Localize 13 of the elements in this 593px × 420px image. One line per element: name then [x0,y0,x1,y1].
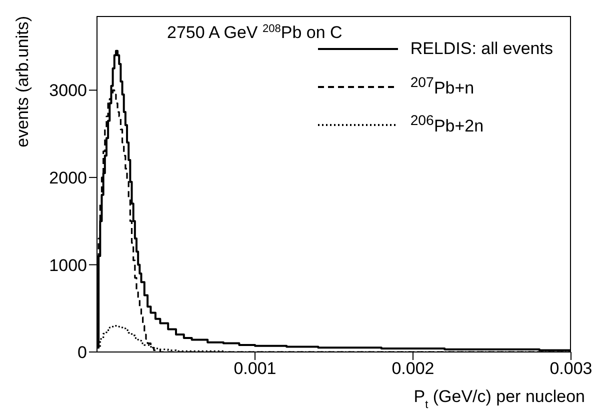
chart-title: 2750 A GeV $^{208}$Pb on C [167,23,342,42]
y-tick-label: 2000 [49,168,87,188]
x-axis-title: P$_{t}$ (GeV/c) per nucleon [414,387,585,411]
x-tick-label: 0.003 [550,359,592,378]
x-tick-label: 0.001 [234,359,276,378]
y-axis-title: events (arb.units) [13,16,32,148]
x-tick-label: 0.002 [392,359,434,378]
legend-label: RELDIS: all events [410,39,553,59]
y-tick-label: 0 [78,343,87,362]
legend-label: $^{206}$Pb+2n [410,113,484,137]
legend-label: $^{207}$Pb+n [410,75,474,99]
y-tick-label: 1000 [49,256,87,275]
y-tick-label: 3000 [49,81,87,100]
